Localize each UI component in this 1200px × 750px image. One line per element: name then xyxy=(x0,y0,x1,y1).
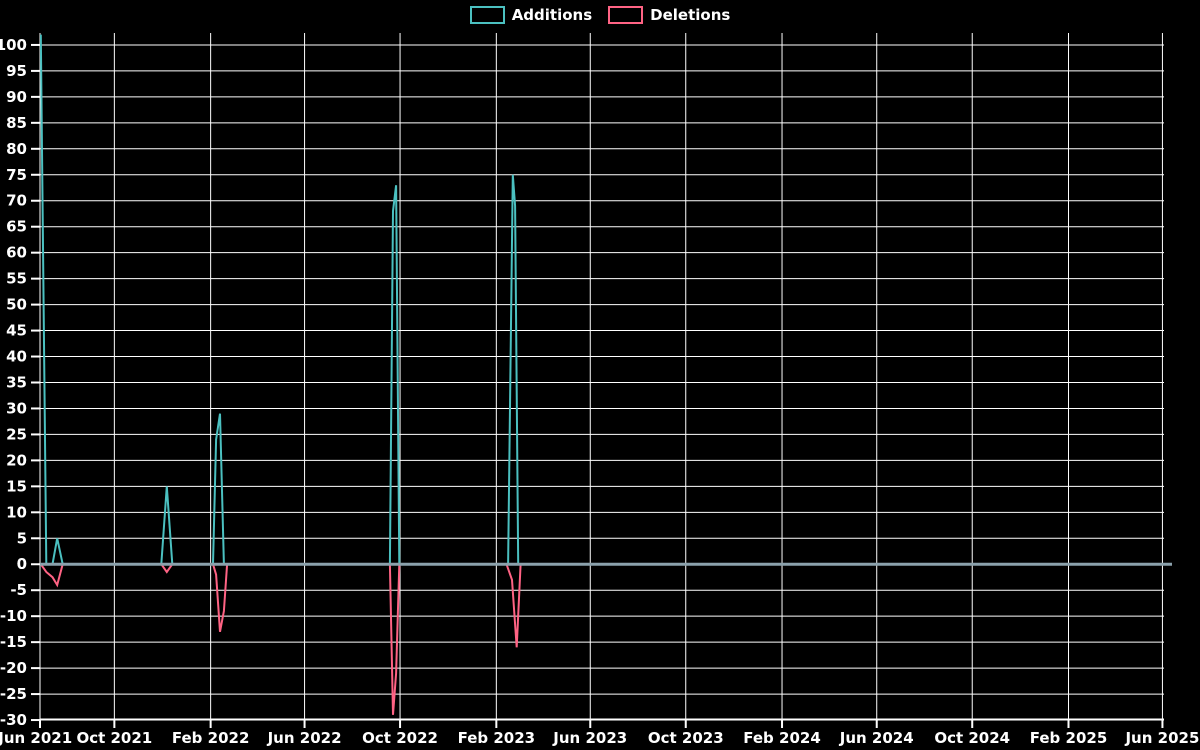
y-tick-label: 45 xyxy=(6,322,27,340)
y-tick-label: 55 xyxy=(6,270,27,288)
x-tick-label: Jun 2022 xyxy=(267,729,342,747)
y-tick-label: 70 xyxy=(6,192,27,210)
x-tick-label: Oct 2022 xyxy=(362,729,438,747)
x-tick-label: Jun 2023 xyxy=(552,729,627,747)
legend-item-additions[interactable]: Additions xyxy=(469,6,593,24)
y-tick-label: -10 xyxy=(0,607,27,625)
y-tick-label: 75 xyxy=(6,166,27,184)
x-grid xyxy=(39,33,1164,728)
y-tick-label: 100 xyxy=(0,36,27,54)
deletions-swatch-icon xyxy=(608,6,644,24)
y-tick-label: 20 xyxy=(6,451,27,469)
series-line-additions xyxy=(40,34,1164,566)
additions-swatch-icon xyxy=(469,6,505,24)
y-tick-label: 40 xyxy=(6,348,27,366)
chart-legend: Additions Deletions xyxy=(0,6,1200,24)
y-tick-label: -30 xyxy=(0,711,27,729)
y-tick-label: 85 xyxy=(6,114,27,132)
y-tick-label: 95 xyxy=(6,62,27,80)
legend-item-deletions[interactable]: Deletions xyxy=(608,6,730,24)
y-tick-label: 15 xyxy=(6,477,27,495)
x-tick-label: Oct 2024 xyxy=(934,729,1010,747)
y-tick-label: 80 xyxy=(6,140,27,158)
x-tick-label: Jun 2024 xyxy=(839,729,914,747)
legend-label-additions: Additions xyxy=(511,6,593,24)
y-tick-label: 35 xyxy=(6,373,27,391)
y-tick-label: 30 xyxy=(6,399,27,417)
x-tick-label: Jun 2025 xyxy=(1124,729,1199,747)
y-tick-label: -20 xyxy=(0,659,27,677)
legend-label-deletions: Deletions xyxy=(650,6,731,24)
y-tick-label: 60 xyxy=(6,244,27,262)
y-tick-label: 25 xyxy=(6,425,27,443)
y-tick-label: 10 xyxy=(6,503,27,521)
y-tick-label: -25 xyxy=(0,685,27,703)
y-tick-label: 0 xyxy=(17,555,27,573)
x-tick-label: Feb 2022 xyxy=(172,729,250,747)
y-tick-label: 65 xyxy=(6,218,27,236)
x-tick-labels: Jun 2021 Oct 2021 Feb 2022 Jun 2022 Oct 2022… xyxy=(0,729,1199,747)
x-tick-label: Feb 2023 xyxy=(458,729,536,747)
x-tick-label: Jun 2021 xyxy=(0,729,72,747)
y-tick-label: -15 xyxy=(0,633,27,651)
x-tick-label: Oct 2023 xyxy=(648,729,724,747)
y-tick-label: 50 xyxy=(6,296,27,314)
series-line-deletions xyxy=(40,563,1164,715)
x-tick-label: Feb 2024 xyxy=(743,729,821,747)
y-tick-label: 5 xyxy=(17,529,27,547)
y-tick-label: 90 xyxy=(6,88,27,106)
y-tick-label: -5 xyxy=(10,581,27,599)
y-tick-labels: 1009590858075706560555045403530252015105… xyxy=(0,36,27,729)
y-grid xyxy=(31,43,1164,722)
x-tick-label: Oct 2021 xyxy=(76,729,152,747)
x-tick-label: Feb 2025 xyxy=(1030,729,1108,747)
